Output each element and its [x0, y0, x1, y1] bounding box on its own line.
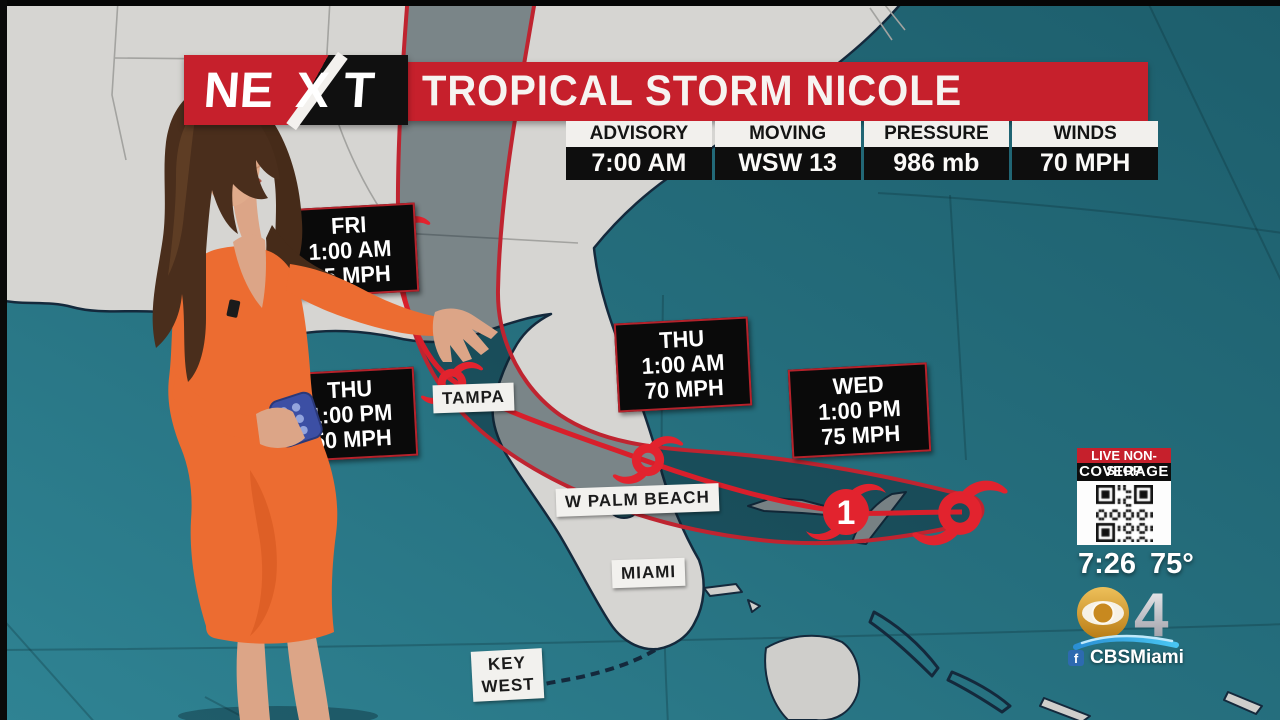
presenter-right-arm [286, 264, 438, 336]
wave-swoosh-light [1080, 634, 1174, 645]
stat-winds: WINDS 70 MPH [1012, 121, 1158, 183]
presenter-hair-highlight [168, 110, 196, 276]
stat-value: 70 MPH [1012, 147, 1158, 180]
presenter-dress-fold [250, 470, 277, 636]
frame-edge-top [0, 0, 1280, 6]
presenter-left-arm [172, 374, 263, 441]
presenter-dress [168, 246, 338, 644]
stat-advisory: ADVISORY 7:00 AM [566, 121, 712, 183]
stat-label: PRESSURE [863, 121, 1010, 147]
wave-swoosh [1073, 635, 1179, 650]
florida-keys [539, 648, 657, 687]
cbs4-logo: 4 [1073, 581, 1179, 650]
stat-label: WINDS [1012, 121, 1158, 147]
presenter-legs [236, 616, 330, 720]
logo-letter-x: X [294, 62, 332, 118]
presenter-right-hand [432, 308, 498, 362]
logo-letters-ne: NE [202, 62, 276, 118]
presenter-microphone [226, 299, 241, 318]
stat-value: WSW 13 [714, 147, 861, 180]
storm-title: TROPICAL STORM NICOLE [422, 67, 963, 115]
live-badge: LIVE NON-STOP [1077, 448, 1171, 478]
clock-temp-bug: 7:26 75° [1078, 548, 1194, 581]
stat-value: 986 mb [863, 147, 1010, 180]
social-name: CBSMiami [1090, 647, 1184, 668]
stat-label: MOVING [714, 121, 861, 147]
presenter-chest [233, 234, 266, 308]
category-1-number: 1 [837, 494, 856, 532]
clock-time: 7:26 [1078, 548, 1137, 580]
floor-shadow [178, 706, 378, 720]
presenter-left-hand [256, 407, 305, 448]
bahamas-islands [703, 491, 1263, 720]
social-handle: f CBSMiami [1068, 647, 1184, 669]
category-1-icon: 1 [806, 483, 886, 541]
qr-code [1095, 484, 1153, 542]
logo-letter-t: T [342, 62, 377, 118]
frame-edge-left [0, 0, 7, 720]
facebook-icon: f [1068, 650, 1084, 666]
live-coverage-panel: LIVE NON-STOP COVERAGE [1077, 448, 1171, 545]
stat-label: ADVISORY [566, 121, 712, 147]
cbs-eye-icon [1077, 587, 1129, 639]
stat-pressure: PRESSURE 986 mb [863, 121, 1010, 183]
stat-moving: MOVING WSW 13 [714, 121, 861, 183]
title-bar: TROPICAL STORM NICOLE [406, 62, 1148, 121]
storm-stats-bar: ADVISORY 7:00 AM MOVING WSW 13 PRESSURE … [566, 121, 1158, 183]
temperature: 75° [1150, 548, 1194, 580]
stat-value: 7:00 AM [566, 147, 712, 180]
qr-code-box [1077, 481, 1171, 545]
coverage-badge: COVERAGE [1077, 463, 1171, 481]
next-logo: NE X T [184, 51, 408, 131]
